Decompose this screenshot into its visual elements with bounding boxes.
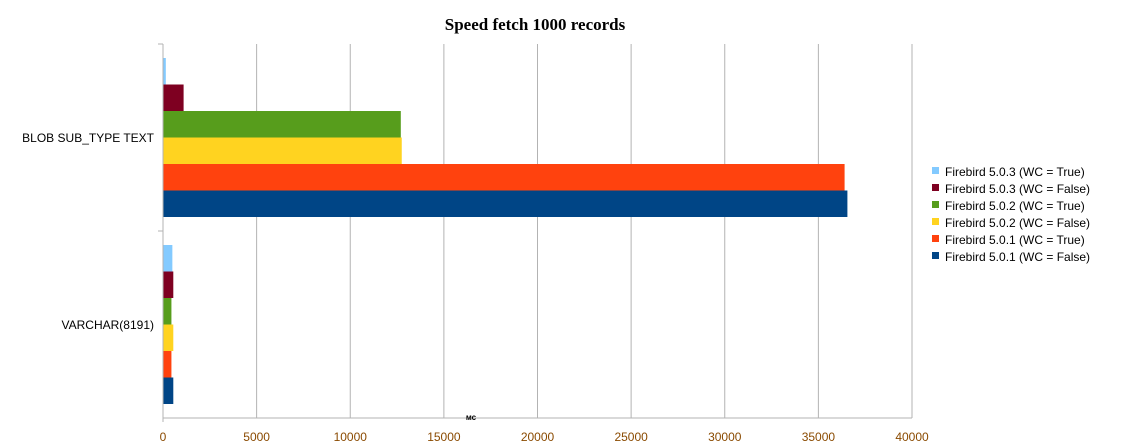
gridlines <box>256 44 913 418</box>
x-tick-label: 0 <box>160 430 167 442</box>
bar <box>163 377 174 404</box>
x-axis-label: мс <box>466 413 477 422</box>
legend-swatch <box>932 184 939 191</box>
legend-swatch <box>932 167 939 174</box>
x-tick-label: 40000 <box>895 430 929 442</box>
bar <box>163 298 172 325</box>
bar <box>163 164 845 191</box>
legend-item: Firebird 5.0.2 (WC = False) <box>945 216 1090 230</box>
legend-swatch <box>932 201 939 208</box>
x-tick-label: 10000 <box>334 430 368 442</box>
bar <box>163 245 173 272</box>
legend-item: Firebird 5.0.3 (WC = False) <box>945 182 1090 196</box>
bar <box>163 137 402 164</box>
legend-swatch <box>932 235 939 242</box>
axes <box>158 43 912 422</box>
category-label: BLOB SUB_TYPE TEXT <box>22 131 154 145</box>
bar <box>163 58 166 85</box>
legend-item: Firebird 5.0.1 (WC = True) <box>945 233 1085 247</box>
legend-item: Firebird 5.0.3 (WC = True) <box>945 165 1085 179</box>
legend-item: Firebird 5.0.1 (WC = False) <box>945 250 1090 264</box>
bar <box>163 84 184 111</box>
x-tick-label: 15000 <box>427 430 461 442</box>
bar <box>163 324 174 351</box>
category-label: VARCHAR(8191) <box>62 318 154 332</box>
x-tick-label: 35000 <box>802 430 836 442</box>
x-tick-label: 30000 <box>708 430 742 442</box>
bars <box>163 58 848 404</box>
legend-item: Firebird 5.0.2 (WC = True) <box>945 199 1085 213</box>
bar <box>163 111 401 138</box>
x-tick-label: 5000 <box>243 430 270 442</box>
x-tick-labels: 0 5000 10000 15000 20000 25000 30000 35000 40000 <box>160 430 929 442</box>
category-labels: BLOB SUB_TYPE TEXT VARCHAR(8191) <box>22 131 154 332</box>
x-tick-label: 20000 <box>521 430 555 442</box>
bar <box>163 351 172 378</box>
legend-swatch <box>932 218 939 225</box>
bar <box>163 190 848 217</box>
legend-swatch <box>932 252 939 259</box>
chart-title: Speed fetch 1000 records <box>445 15 626 34</box>
legend: Firebird 5.0.3 (WC = True) Firebird 5.0.3… <box>932 165 1090 264</box>
x-tick-label: 25000 <box>614 430 648 442</box>
bar <box>163 271 174 298</box>
